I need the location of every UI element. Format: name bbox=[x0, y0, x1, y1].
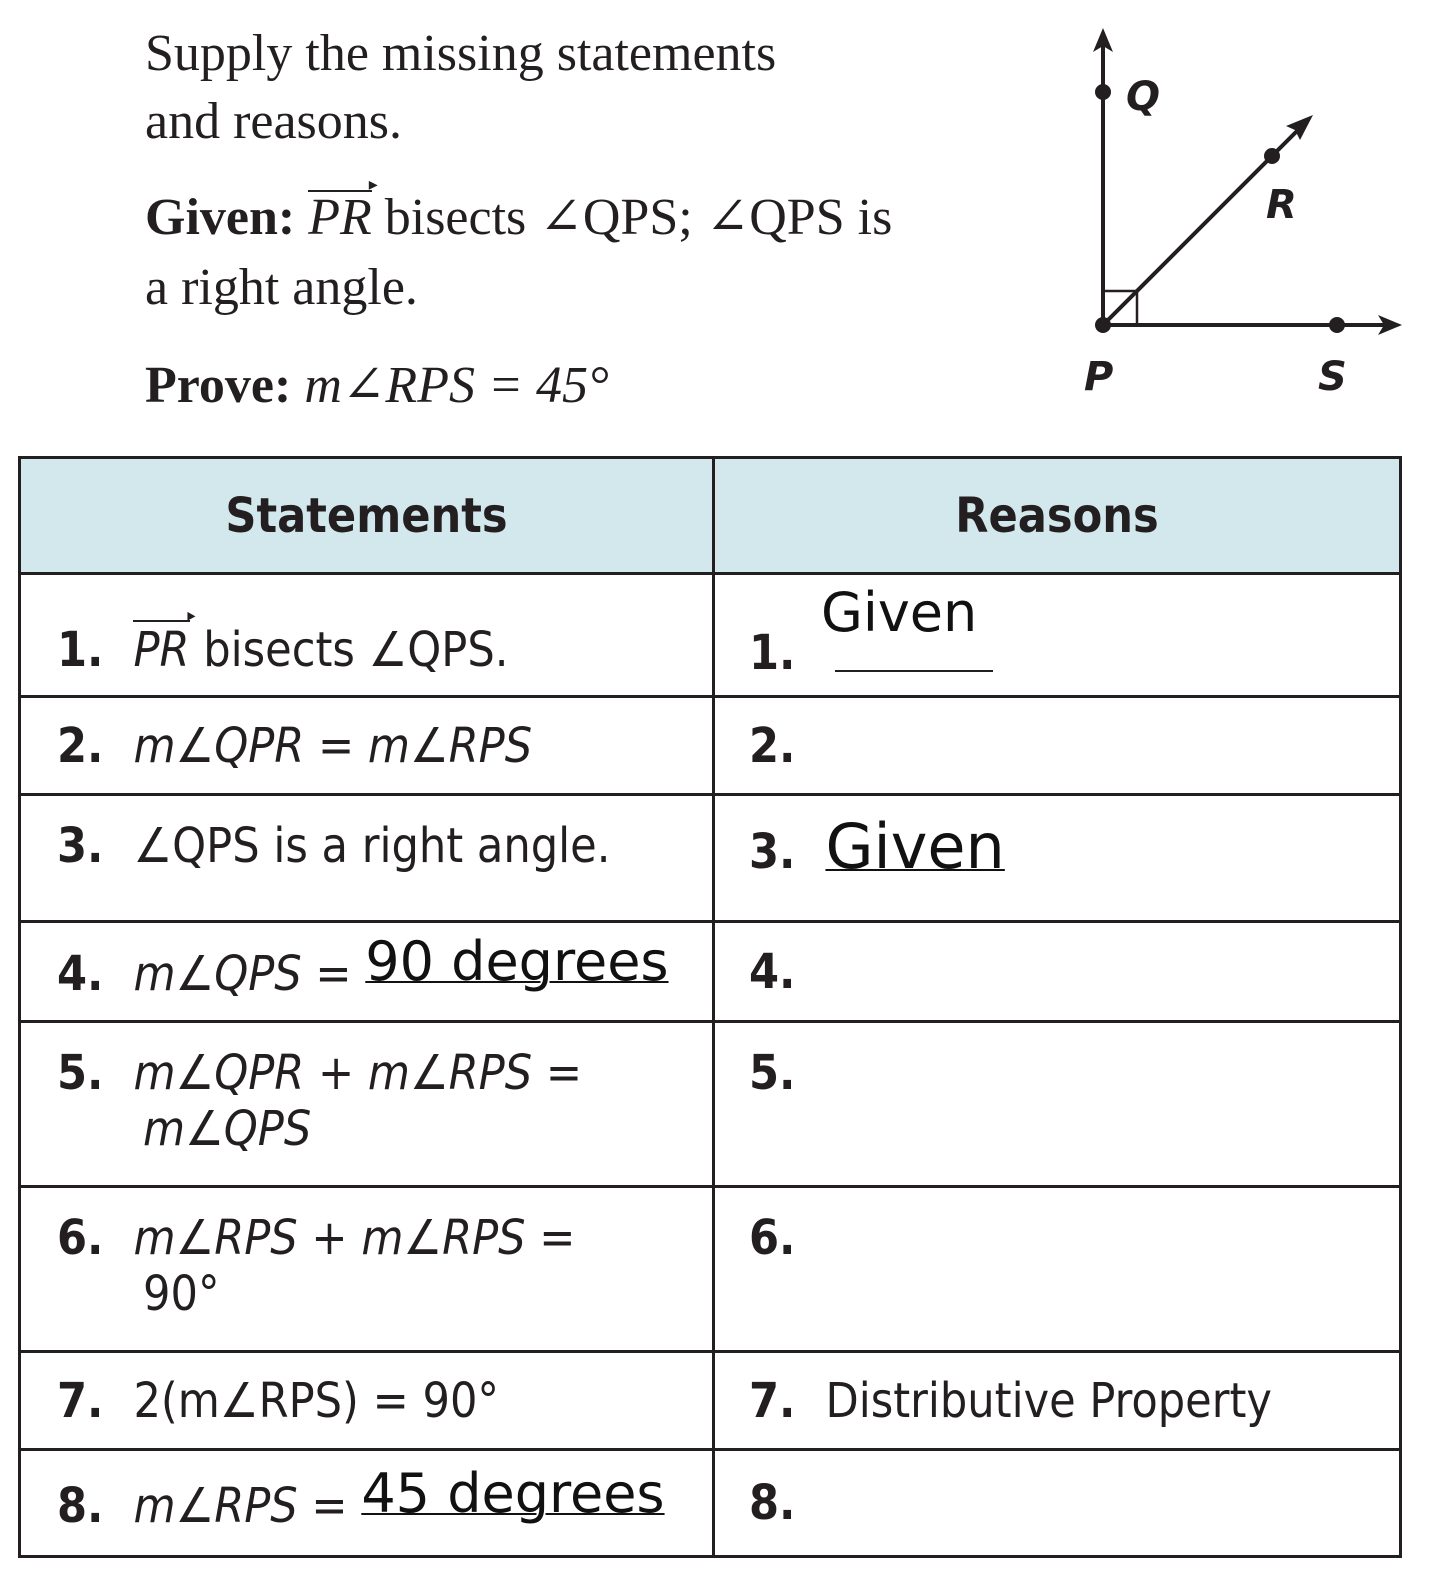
point-s bbox=[1329, 317, 1345, 333]
table-row: 3. ∠QPS is a right angle. 3. Given bbox=[18, 793, 1402, 923]
angle-diagram: Q R P S bbox=[1084, 28, 1402, 400]
label-r: R bbox=[1266, 182, 1297, 228]
reason-number: 1. bbox=[749, 625, 796, 681]
statement-text-cont: 90° bbox=[143, 1266, 220, 1322]
statement-text: m∠RPS + m∠RPS = bbox=[133, 1210, 576, 1266]
statement-number: 1. bbox=[57, 622, 104, 678]
proof-table: Statements Reasons 1. PR bisects ∠QPS. 1.… bbox=[18, 456, 1402, 1558]
instruction-line-2: and reasons. bbox=[145, 93, 403, 150]
reasons-header: Reasons bbox=[712, 456, 1402, 575]
reason-answer[interactable]: Given bbox=[821, 581, 978, 644]
reason-number: 5. bbox=[749, 1045, 796, 1101]
table-row: 1. PR bisects ∠QPS. 1. Given bbox=[18, 572, 1402, 698]
table-row: 5. m∠QPR + m∠RPS = m∠QPS 5. bbox=[18, 1020, 1402, 1188]
point-r bbox=[1264, 148, 1280, 164]
label-q: Q bbox=[1126, 74, 1160, 120]
reason-number: 7. bbox=[749, 1372, 796, 1429]
statement-number: 5. bbox=[57, 1045, 104, 1101]
table-row: 8. m∠RPS = 45 degrees 8. bbox=[18, 1448, 1402, 1558]
ray-pr: PR bbox=[308, 175, 377, 244]
statement-text: m∠QPS = bbox=[133, 946, 366, 1002]
table-row: 4. m∠QPS = 90 degrees 4. bbox=[18, 920, 1402, 1023]
label-s: S bbox=[1318, 354, 1347, 400]
statement-number: 8. bbox=[57, 1477, 104, 1534]
reason-number: 3. bbox=[749, 824, 796, 880]
point-p bbox=[1095, 317, 1111, 333]
given-label: Given: bbox=[145, 189, 296, 246]
answer-blank bbox=[835, 670, 993, 672]
arrowhead-r bbox=[1286, 115, 1313, 140]
statement-text: m∠QPR + m∠RPS = bbox=[133, 1045, 583, 1101]
reason-number: 4. bbox=[749, 943, 796, 1000]
right-angle-mark bbox=[1103, 289, 1139, 325]
statement-text: ∠QPS is a right angle. bbox=[133, 818, 611, 874]
prove-label: Prove: bbox=[145, 357, 292, 414]
table-row: 6. m∠RPS + m∠RPS = 90° 6. bbox=[18, 1185, 1402, 1353]
reason-number: 2. bbox=[749, 717, 796, 774]
statement-number: 3. bbox=[57, 818, 104, 874]
label-p: P bbox=[1084, 354, 1113, 400]
header-row: Statements Reasons bbox=[18, 456, 1402, 575]
statements-header: Statements bbox=[18, 456, 715, 575]
statement-text: bisects ∠QPS. bbox=[189, 622, 509, 678]
table-row: 7. 2(m∠RPS) = 90° 7. Distributive Property bbox=[18, 1350, 1402, 1451]
statement-number: 4. bbox=[57, 946, 104, 1002]
statement-number: 7. bbox=[57, 1372, 104, 1429]
reason-number: 8. bbox=[749, 1475, 796, 1531]
reason-answer[interactable]: Distributive Property bbox=[825, 1372, 1272, 1429]
statement-text: m∠RPS = bbox=[133, 1477, 362, 1534]
reason-number: 6. bbox=[749, 1210, 796, 1266]
point-q bbox=[1095, 84, 1111, 100]
ray-pr: PR bbox=[133, 605, 196, 678]
statement-answer[interactable]: 90 degrees bbox=[365, 930, 669, 993]
reason-answer[interactable]: Given bbox=[825, 810, 1005, 883]
table-row: 2. m∠QPR = m∠RPS 2. bbox=[18, 695, 1402, 796]
statement-text-cont: m∠QPS bbox=[143, 1101, 312, 1157]
prove-text: m∠RPS = 45° bbox=[304, 357, 609, 414]
statement-answer[interactable]: 45 degrees bbox=[361, 1461, 665, 1525]
statement-text: m∠QPR = m∠RPS bbox=[133, 717, 533, 774]
given-text: bisects ∠QPS; ∠QPS is bbox=[371, 189, 893, 246]
given-line-2: a right angle. bbox=[145, 259, 418, 316]
arrowhead-q bbox=[1093, 28, 1113, 52]
given-line-1: Given: PR bisects ∠QPS; ∠QPS is bbox=[145, 175, 893, 246]
arrowhead-s bbox=[1378, 315, 1402, 335]
instruction-line-1: Supply the missing statements bbox=[145, 25, 777, 82]
statement-number: 2. bbox=[57, 717, 104, 774]
statement-number: 6. bbox=[57, 1210, 104, 1266]
statement-text: 2(m∠RPS) = 90° bbox=[133, 1372, 500, 1429]
prove-line: Prove: m∠RPS = 45° bbox=[145, 360, 609, 412]
